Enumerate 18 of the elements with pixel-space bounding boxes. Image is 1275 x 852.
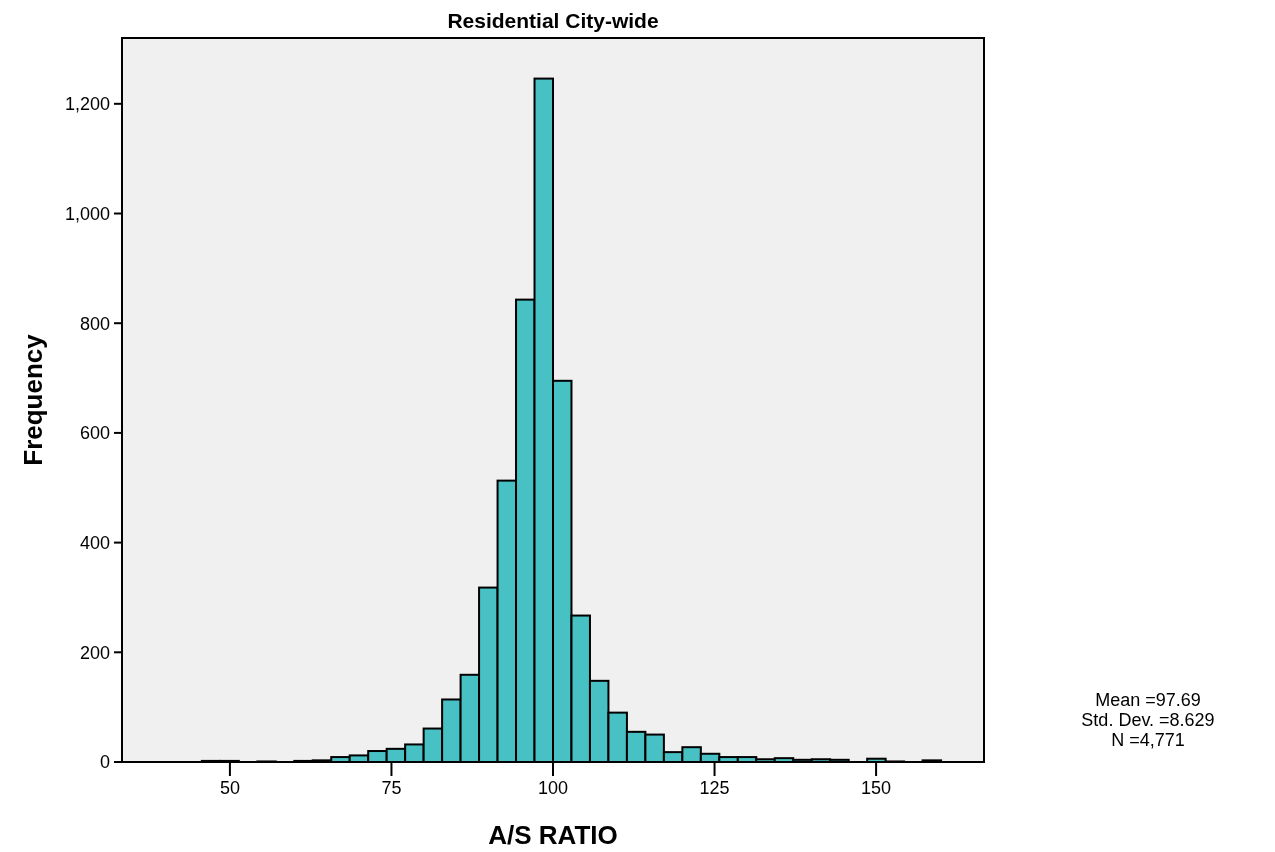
y-axis-title: Frequency xyxy=(18,333,48,466)
x-tick-label: 150 xyxy=(861,778,892,798)
x-tick-label: 100 xyxy=(537,778,569,798)
x-tick-label: 75 xyxy=(381,778,402,798)
x-axis-title: A/S RATIO xyxy=(488,820,618,850)
y-tick-label: 0 xyxy=(99,752,110,773)
y-tick-label: 1,000 xyxy=(64,203,110,224)
y-tick-label: 400 xyxy=(79,532,110,553)
y-tick-label: 600 xyxy=(79,423,110,444)
x-tick-label: 125 xyxy=(699,778,730,798)
text: Std. Dev. =8.629 xyxy=(1081,710,1215,730)
y-tick-label: 200 xyxy=(79,642,110,663)
y-tick-label: 800 xyxy=(79,313,110,334)
x-tick-label: 50 xyxy=(219,778,240,798)
y-tick-label: 1,200 xyxy=(64,94,110,115)
chart-title: Residential City-wide xyxy=(447,9,659,32)
text: Mean =97.69 xyxy=(1095,690,1201,710)
text: N =4,771 xyxy=(1111,730,1185,750)
